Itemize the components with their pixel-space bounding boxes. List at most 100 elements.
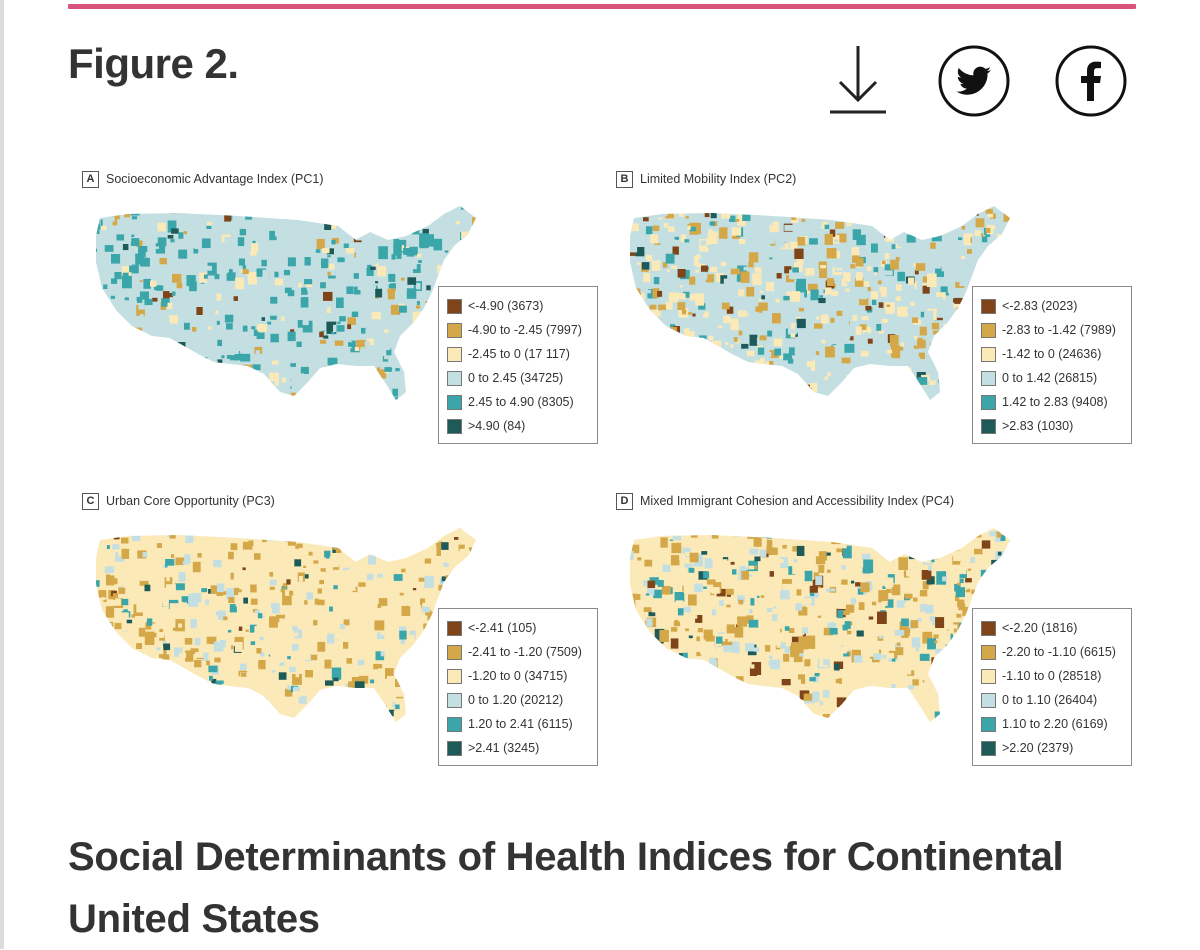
map-cell: [699, 239, 709, 252]
map-cell: [91, 205, 95, 210]
download-icon[interactable]: [826, 42, 890, 118]
map-cell: [952, 317, 960, 327]
map-cell: [794, 403, 803, 413]
map-cell: [683, 567, 688, 573]
map-cell: [745, 365, 755, 373]
map-cell: [140, 257, 150, 267]
map-cell: [981, 540, 991, 549]
map-cell: [894, 630, 905, 636]
map-cell: [841, 357, 851, 364]
map-cell: [630, 695, 633, 703]
map-cell: [409, 716, 420, 722]
map-cell: [884, 198, 891, 205]
map-cell: [723, 645, 733, 653]
map-cell: [644, 559, 653, 567]
map-cell: [365, 701, 372, 708]
map-cell: [754, 556, 761, 562]
map-cell: [422, 265, 431, 277]
map-cell: [1008, 263, 1010, 268]
map-cell: [308, 699, 318, 705]
map-cell: [955, 206, 960, 212]
map-cell: [763, 528, 769, 530]
map-cell: [857, 714, 867, 722]
map-cell: [218, 687, 227, 694]
map-cell: [849, 389, 858, 398]
map-cell: [108, 359, 116, 368]
map-cell: [408, 384, 415, 391]
map-cell: [1012, 590, 1019, 596]
map-cell: [235, 556, 240, 559]
map-cell: [292, 241, 301, 252]
twitter-icon[interactable]: [937, 44, 1011, 118]
map-cell: [384, 329, 389, 333]
map-cell: [985, 228, 991, 233]
map-cell: [447, 528, 454, 530]
map-cell: [908, 716, 912, 721]
map-cell: [816, 316, 820, 320]
map-cell: [193, 721, 204, 722]
map-cell: [843, 218, 849, 222]
map-cell: [815, 576, 823, 586]
map-cell: [640, 285, 648, 293]
map-cell: [455, 221, 460, 225]
map-cell: [245, 289, 256, 303]
map-cell: [89, 595, 94, 599]
map-cell: [932, 330, 939, 335]
map-cell: [261, 380, 269, 388]
map-cell: [865, 220, 872, 225]
map-cell: [225, 266, 233, 273]
map-cell: [179, 652, 187, 658]
map-cell: [811, 206, 816, 209]
map-cell: [715, 367, 726, 374]
map-cell: [256, 332, 265, 339]
map-cell: [119, 218, 124, 222]
map-cell: [784, 528, 789, 530]
map-cell: [262, 538, 267, 543]
map-cell: [280, 718, 289, 722]
map-cell: [109, 341, 117, 349]
map-cell: [732, 569, 737, 575]
map-cell: [830, 559, 835, 565]
map-cell: [803, 598, 812, 604]
map-cell: [839, 716, 849, 722]
map-cell: [184, 554, 191, 564]
map-cell: [121, 537, 129, 544]
map-cell: [191, 327, 197, 332]
map-cell: [701, 551, 708, 555]
map-cell: [401, 605, 411, 616]
map-cell: [119, 707, 126, 714]
map-cell: [200, 283, 205, 291]
map-cell: [256, 530, 265, 538]
map-cell: [852, 213, 859, 219]
map-cell: [740, 271, 750, 283]
map-cell: [406, 256, 410, 262]
map-cell: [822, 714, 830, 722]
map-cell: [637, 327, 646, 336]
map-cell: [668, 575, 675, 580]
map-cell: [697, 395, 703, 400]
map-cell: [361, 327, 366, 334]
facebook-icon[interactable]: [1054, 44, 1128, 118]
map-cell: [630, 291, 632, 298]
map-cell: [355, 406, 359, 410]
map-cell: [186, 275, 196, 287]
map-cell: [780, 384, 790, 392]
map-cell: [853, 213, 861, 223]
map-cell: [855, 582, 861, 587]
map-cell: [120, 392, 128, 400]
map-cell: [114, 206, 121, 208]
map-cell: [773, 530, 778, 534]
map-cell: [236, 676, 244, 682]
map-cell: [791, 636, 799, 643]
map-cell: [136, 604, 146, 613]
map-cell: [395, 698, 406, 707]
map-cell: [891, 584, 901, 596]
map-cell: [224, 674, 231, 683]
map-cell: [189, 281, 197, 292]
map-cell: [119, 362, 130, 372]
map-cell: [865, 305, 872, 311]
map-cell: [749, 666, 757, 676]
map-cell: [135, 528, 143, 530]
map-cell: [919, 365, 924, 371]
map-cell: [859, 324, 867, 330]
